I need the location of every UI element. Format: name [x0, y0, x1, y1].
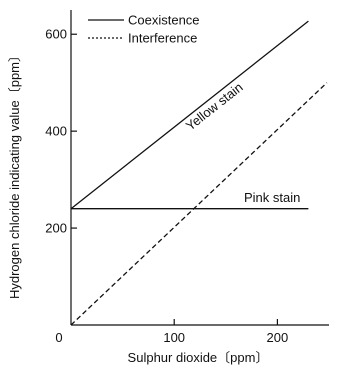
ticks: 0 100 200 200 400 600: [45, 27, 288, 345]
series-line-yellow-stain: [70, 20, 309, 210]
y-axis-label: Hydrogen chloride indicating value〔ppm〕: [7, 49, 22, 299]
x-axis-label: Sulphur dioxide〔ppm〕: [128, 350, 269, 365]
x-tick-label: 200: [267, 330, 289, 345]
axes: [70, 10, 329, 326]
y-tick-label: 200: [45, 221, 67, 236]
series-line-interference: [70, 82, 328, 326]
y-tick-label: 400: [45, 124, 67, 139]
plot-area: [70, 20, 328, 326]
legend-label-coexistence: Coexistence: [128, 13, 200, 28]
legend-label-interference: Interference: [128, 31, 197, 46]
tick-label-origin: 0: [55, 330, 62, 345]
annotation-pink-stain: Pink stain: [244, 190, 300, 205]
x-tick-label: 100: [163, 330, 185, 345]
legend: Coexistence Interference: [88, 13, 200, 46]
y-tick-label: 600: [45, 27, 67, 42]
annotations: Yellow stain Pink stain: [183, 79, 301, 205]
annotation-yellow-stain: Yellow stain: [183, 79, 246, 133]
